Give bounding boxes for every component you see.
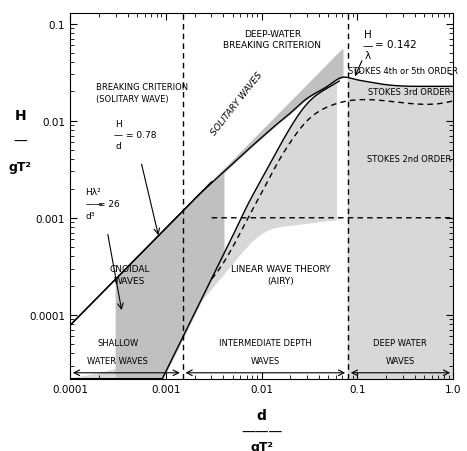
Text: SOLITARY WAVES: SOLITARY WAVES xyxy=(209,70,264,137)
Text: d: d xyxy=(115,142,121,151)
Text: d: d xyxy=(256,409,267,422)
Text: —: — xyxy=(114,131,123,140)
Text: gT²: gT² xyxy=(250,440,273,451)
Text: STOKES 4th or 5th ORDER: STOKES 4th or 5th ORDER xyxy=(348,67,458,76)
Text: ——: —— xyxy=(85,199,104,208)
Text: —: — xyxy=(14,134,27,148)
Text: —: — xyxy=(363,41,373,51)
Text: H: H xyxy=(115,120,122,129)
Text: WAVES: WAVES xyxy=(114,276,145,285)
Text: STOKES 2nd ORDER: STOKES 2nd ORDER xyxy=(367,155,452,164)
Text: gT²: gT² xyxy=(9,161,32,174)
Text: DEEP WATER: DEEP WATER xyxy=(373,338,427,347)
Text: H: H xyxy=(364,30,372,41)
Text: WATER WAVES: WATER WAVES xyxy=(87,357,149,365)
Text: LINEAR WAVE THEORY: LINEAR WAVE THEORY xyxy=(231,264,331,273)
Text: H: H xyxy=(14,109,26,123)
Text: d³: d³ xyxy=(85,212,95,220)
Text: INTERMEDIATE DEPTH: INTERMEDIATE DEPTH xyxy=(219,338,312,347)
Text: Hλ²: Hλ² xyxy=(85,188,101,197)
Text: λ: λ xyxy=(365,51,371,61)
Text: STOKES 3rd ORDER: STOKES 3rd ORDER xyxy=(368,87,451,97)
Text: CNOIDAL: CNOIDAL xyxy=(109,264,150,273)
Text: = 0.78: = 0.78 xyxy=(126,131,156,140)
Text: WAVES: WAVES xyxy=(251,357,280,365)
Text: = 0.142: = 0.142 xyxy=(375,40,417,50)
Text: ———: ——— xyxy=(241,425,282,439)
Text: = 26: = 26 xyxy=(98,199,120,208)
Text: (SOLITARY WAVE): (SOLITARY WAVE) xyxy=(96,95,168,104)
Text: (AIRY): (AIRY) xyxy=(268,276,294,285)
Text: SHALLOW: SHALLOW xyxy=(97,338,139,347)
Text: BREAKING CRITERION: BREAKING CRITERION xyxy=(223,41,321,50)
Text: WAVES: WAVES xyxy=(385,357,415,365)
Text: BREAKING CRITERION: BREAKING CRITERION xyxy=(96,83,188,92)
Text: DEEP-WATER: DEEP-WATER xyxy=(244,30,301,39)
